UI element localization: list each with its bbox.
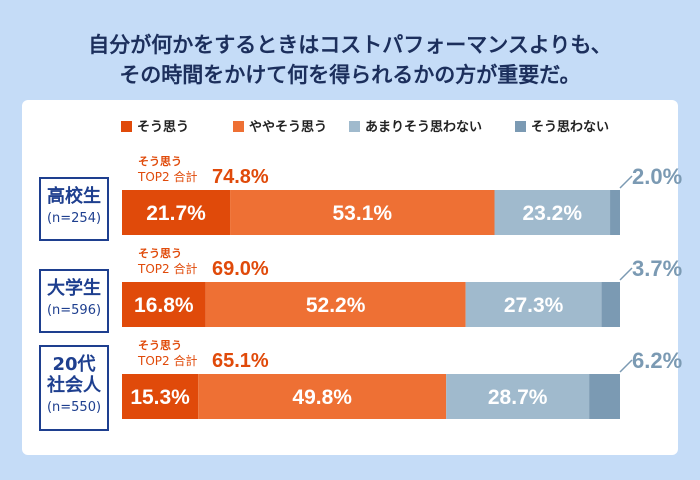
category-label: 高校生: [47, 185, 101, 207]
leader-line: [619, 267, 633, 281]
top2-total: 74.8%: [212, 166, 269, 188]
category-n: (n=596): [47, 303, 101, 318]
bar-segment: [446, 374, 590, 419]
top2-label: TOP2 合計: [137, 353, 197, 368]
top2-label: そう思う: [138, 339, 182, 352]
category-label-box: [39, 345, 109, 431]
category-label-box: [39, 177, 109, 241]
chart-title: 自分が何かをするときはコストパフォーマンスよりも、 その時間をかけて何を得られる…: [0, 30, 700, 90]
data-label: 52.2%: [306, 294, 366, 317]
bar-segment: [610, 190, 620, 235]
top2-total: 69.0%: [212, 258, 269, 280]
top2-label: TOP2 合計: [137, 169, 197, 184]
legend-label: そう思わない: [531, 120, 609, 135]
bar-segment: [122, 374, 199, 419]
legend-label: あまりそう思わない: [365, 120, 482, 135]
data-label: 6.2%: [632, 348, 682, 373]
category-n: (n=550): [47, 400, 101, 415]
legend-swatch: [121, 121, 132, 132]
data-label: 49.8%: [292, 386, 352, 409]
data-label: 15.3%: [130, 386, 190, 409]
data-label: 2.0%: [632, 164, 682, 189]
data-label: 21.7%: [146, 202, 206, 225]
legend-label: そう思う: [137, 120, 189, 135]
bar-segment: [465, 282, 602, 327]
category-label: 社会人: [47, 374, 102, 396]
bar-segment: [122, 282, 206, 327]
data-label: 16.8%: [134, 294, 194, 317]
bar-segment: [230, 190, 495, 235]
bar-segment: [205, 282, 466, 327]
bar-segment: [198, 374, 447, 419]
category-label-box: [39, 269, 109, 333]
bar-segment: [494, 190, 611, 235]
top2-label: TOP2 合計: [137, 261, 197, 276]
title-line-2: その時間をかけて何を得られるかの方が重要だ。: [119, 63, 581, 87]
title-line-1: 自分が何かをするときはコストパフォーマンスよりも、: [88, 33, 612, 57]
data-label: 23.2%: [522, 202, 582, 225]
category-label: 大学生: [47, 277, 101, 299]
bar-segment: [601, 282, 620, 327]
leader-line: [619, 175, 633, 189]
data-label: 53.1%: [333, 202, 393, 225]
category-n: (n=254): [47, 211, 101, 226]
bar-segment: [122, 190, 231, 235]
legend-swatch: [515, 121, 526, 132]
top2-total: 65.1%: [212, 350, 269, 372]
legend-swatch: [349, 121, 360, 132]
legend-swatch: [233, 121, 244, 132]
data-label: 27.3%: [504, 294, 564, 317]
legend-label: ややそう思う: [249, 120, 327, 135]
data-label: 3.7%: [632, 256, 682, 281]
top2-label: そう思う: [138, 155, 182, 168]
data-label: 28.7%: [488, 386, 548, 409]
top2-label: そう思う: [138, 247, 182, 260]
category-label: 20代: [52, 354, 95, 375]
leader-line: [619, 359, 633, 373]
bar-segment: [589, 374, 620, 419]
